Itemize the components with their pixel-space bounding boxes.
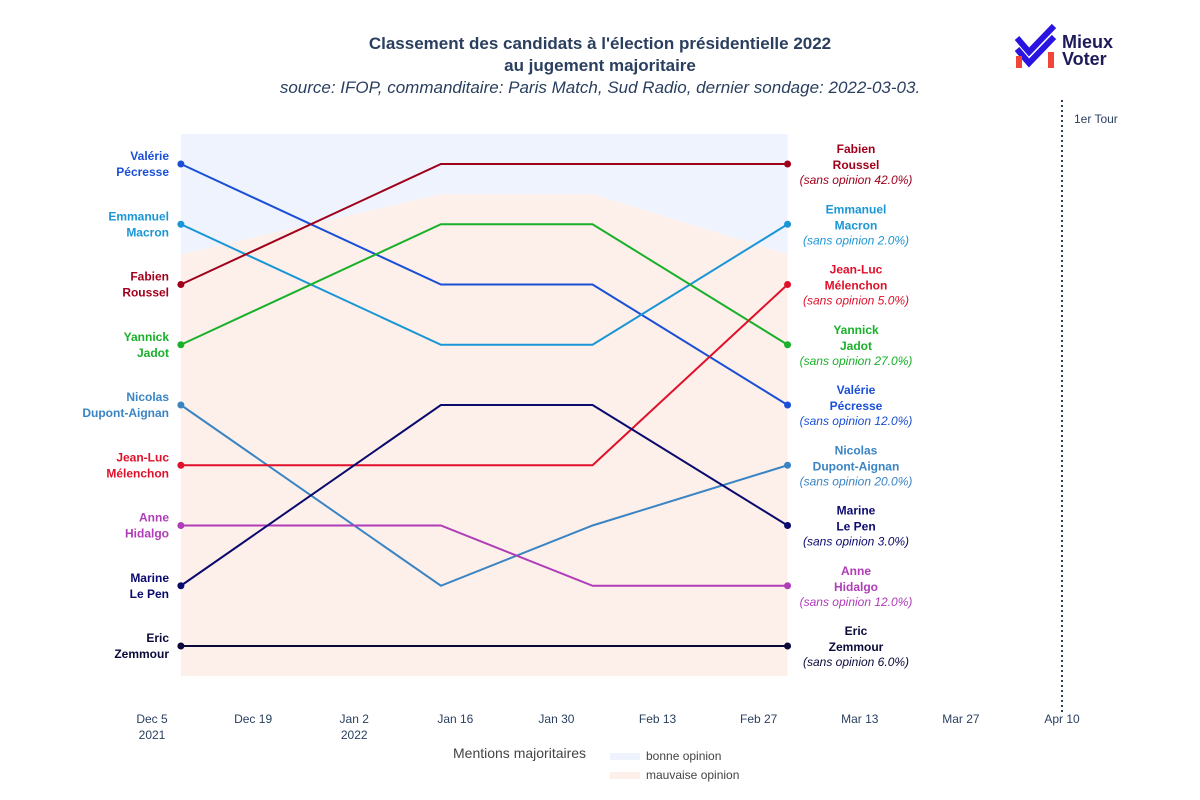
series-label-right: Anne Hidalgo: [834, 564, 878, 594]
mieux-voter-logo: Mieux Voter: [1014, 22, 1124, 72]
series-endpoint: [177, 341, 185, 349]
series-endpoint: [784, 522, 792, 529]
series-end-note: (sans opinion 5.0%): [803, 294, 909, 308]
x-tick-label: Jan 16: [437, 712, 473, 726]
legend-item-bad[interactable]: mauvaise opinion: [610, 768, 739, 782]
series-endpoint: [177, 160, 185, 168]
series-label-left: Jean-Luc Mélenchon: [106, 450, 169, 480]
series-endpoint: [177, 281, 185, 288]
series-label-right: Emmanuel Macron: [826, 202, 887, 232]
x-tick-label: Mar 27: [942, 712, 980, 726]
series-end-note: (sans opinion 12.0%): [800, 595, 913, 609]
title-line-2: au jugement majoritaire: [504, 56, 696, 75]
series-endpoint: [177, 401, 185, 409]
series-end-note: (sans opinion 20.0%): [800, 474, 913, 488]
series-label-left: Emmanuel Macron: [108, 209, 169, 239]
series-endpoint: [177, 522, 185, 529]
series-line: [180, 283, 789, 467]
x-tick-label: Jan 2 2022: [340, 712, 370, 742]
chart-title: Classement des candidats à l'élection pr…: [0, 33, 1200, 99]
series-label-left: Anne Hidalgo: [125, 511, 169, 541]
series-line: [180, 524, 788, 587]
series-line: [180, 223, 789, 346]
legend-label-bad: mauvaise opinion: [646, 768, 740, 782]
legend-title: Mentions majoritaires: [453, 745, 587, 761]
series-label-left: Nicolas Dupont-Aignan: [82, 390, 169, 420]
series-end-note: (sans opinion 27.0%): [800, 354, 913, 368]
x-tick-label: Jan 30: [538, 712, 574, 726]
series-endpoint: [784, 220, 792, 228]
first-round-label: 1er Tour: [1074, 112, 1118, 126]
series-label-right: Fabien Roussel: [833, 142, 880, 172]
x-tick-label: Apr 10: [1044, 712, 1080, 726]
logo-text-line-1: Mieux: [1062, 32, 1114, 52]
series-endpoint: [177, 642, 185, 650]
series-label-right: Eric Zemmour: [829, 624, 884, 654]
series-endpoint: [784, 401, 792, 409]
series-label-left: Fabien Roussel: [122, 270, 169, 300]
series-line: [180, 163, 788, 286]
band-mauvaise-opinion: [180, 194, 788, 677]
legend-swatch-bad: [610, 772, 640, 780]
title-line-1: Classement des candidats à l'élection pr…: [368, 34, 832, 53]
series-end-note: (sans opinion 6.0%): [803, 655, 909, 669]
x-tick-label: Mar 13: [841, 712, 879, 726]
legend-swatch-good: [610, 753, 640, 761]
series-endpoint: [177, 220, 185, 228]
series-endpoint: [784, 341, 792, 349]
series-endpoint: [784, 281, 792, 288]
x-tick-label: Feb 27: [740, 712, 778, 726]
chart-subtitle: source: IFOP, commanditaire: Paris Match…: [279, 78, 921, 97]
series-end-note: (sans opinion 12.0%): [800, 414, 913, 428]
series-end-note: (sans opinion 3.0%): [803, 535, 909, 549]
series-label-right: Marine Le Pen: [836, 504, 875, 534]
series-label-right: Valérie Pécresse: [830, 383, 883, 413]
series-label-right: Jean-Luc Mélenchon: [825, 263, 888, 293]
legend-label-good: bonne opinion: [646, 749, 722, 763]
series-label-right: Yannick Jadot: [833, 323, 879, 353]
series-label-left: Eric Zemmour: [114, 631, 169, 661]
series-endpoint: [784, 642, 792, 650]
logo-text-line-2: Voter: [1062, 49, 1107, 69]
series-line: [180, 404, 789, 587]
mieux-voter-check-icon: [1014, 23, 1057, 68]
x-tick-label: Dec 19: [234, 712, 272, 726]
series-label-left: Valérie Pécresse: [116, 149, 169, 179]
series-end-note: (sans opinion 2.0%): [803, 233, 909, 247]
series-label-left: Yannick Jadot: [124, 330, 170, 360]
legend-item-good[interactable]: bonne opinion: [610, 749, 721, 763]
x-tick-label: Feb 13: [639, 712, 677, 726]
x-tick-label: Dec 5 2021: [136, 712, 168, 742]
series-endpoint: [784, 461, 792, 469]
series-end-note: (sans opinion 42.0%): [800, 173, 913, 187]
series-label-left: Marine Le Pen: [130, 571, 170, 601]
series-endpoint: [177, 461, 185, 469]
series-endpoint: [784, 582, 792, 590]
series-endpoint: [784, 160, 792, 168]
series-endpoint: [177, 582, 185, 590]
series-label-right: Nicolas Dupont-Aignan: [813, 443, 900, 473]
